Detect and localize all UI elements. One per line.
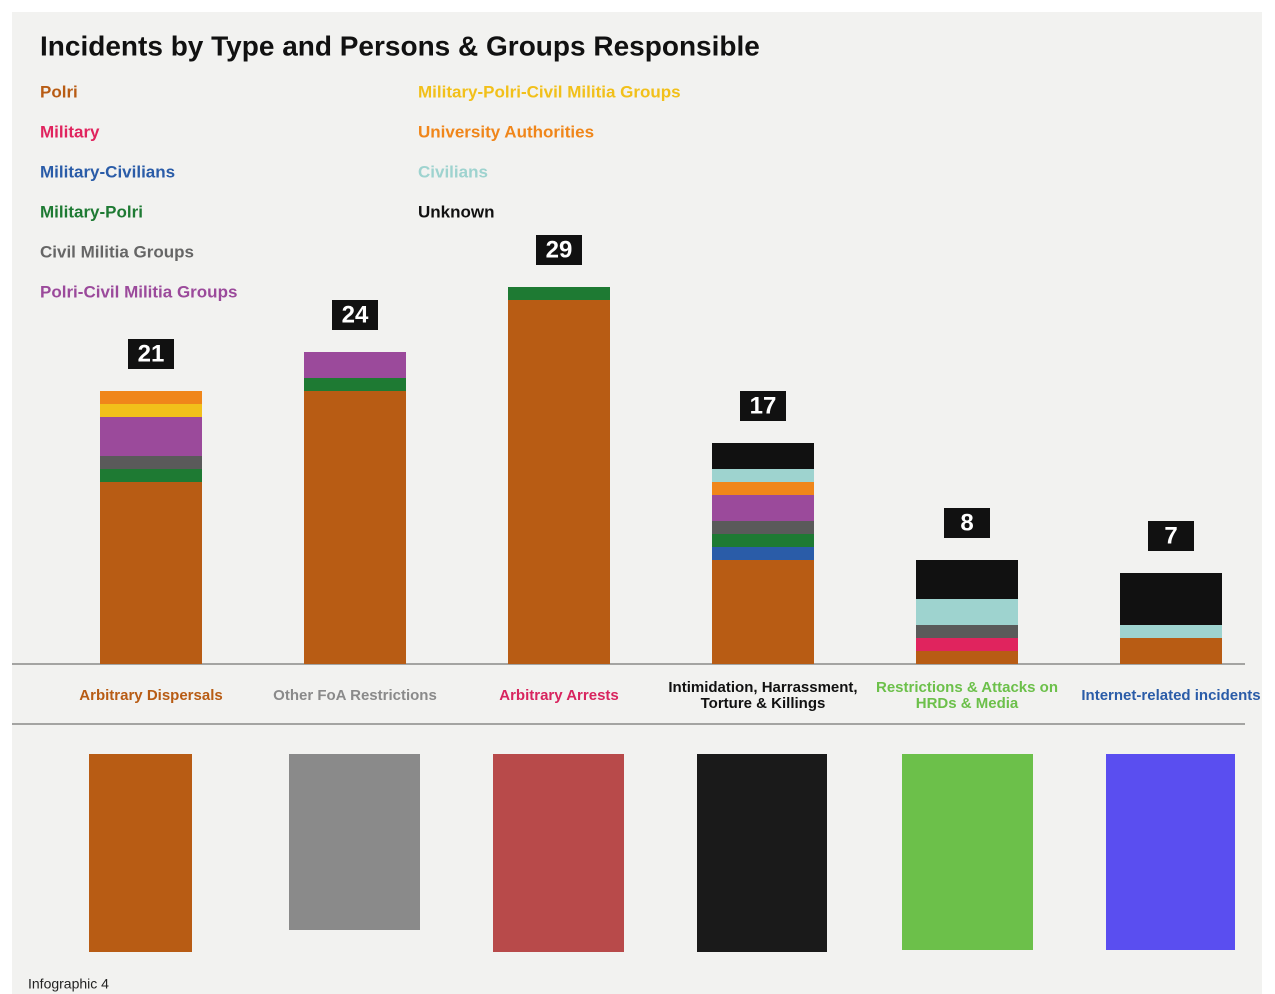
photo — [493, 754, 624, 952]
total-label: 7 — [1164, 522, 1177, 549]
bar-segment — [712, 534, 814, 547]
bar-segment — [1120, 638, 1222, 664]
bar-segment — [100, 456, 202, 469]
photo — [289, 754, 420, 930]
photo — [89, 754, 192, 952]
chart-title: Incidents by Type and Persons & Groups R… — [40, 30, 760, 61]
legend-entry: Military-Civilians — [40, 162, 175, 181]
total-label: 21 — [138, 340, 165, 367]
total-box — [740, 391, 786, 421]
bar-segment — [712, 469, 814, 482]
legend-entry: Military-Polri — [40, 202, 143, 221]
bar-segment — [508, 287, 610, 300]
bar-segment — [304, 352, 406, 378]
total-box — [536, 235, 582, 265]
bar-segment — [100, 404, 202, 417]
bar-segment — [712, 495, 814, 521]
bar-segment — [916, 560, 1018, 599]
category-label: Arbitrary Arrests — [499, 687, 619, 704]
bar-segment — [916, 599, 1018, 625]
total-box — [1148, 521, 1194, 551]
bar-segment — [712, 547, 814, 560]
bar-segment — [712, 482, 814, 495]
total-box — [332, 300, 378, 330]
photo — [902, 754, 1033, 950]
bar-segment — [100, 469, 202, 482]
bar-segment — [1120, 625, 1222, 638]
photos — [89, 754, 1235, 952]
total-label: 17 — [750, 392, 777, 419]
category-label: Restrictions & Attacks on HRDs & Media — [876, 679, 1058, 712]
total-label: 29 — [546, 236, 573, 263]
total-box — [944, 508, 990, 538]
total-label: 8 — [960, 509, 973, 536]
bar-segment — [100, 391, 202, 404]
legend-entry: Military — [40, 122, 100, 141]
bar-segment — [712, 443, 814, 469]
bar-segment — [916, 651, 1018, 664]
legend-entry: Civilians — [418, 162, 488, 181]
category-label: Arbitrary Dispersals — [79, 687, 223, 704]
bar-segment — [304, 391, 406, 664]
bar-segment — [304, 378, 406, 391]
bar-segment — [100, 417, 202, 456]
category-label: Intimidation, Harrassment, Torture & Kil… — [668, 679, 858, 712]
category-label: Other FoA Restrictions — [273, 687, 437, 704]
legend-entry: Unknown — [418, 202, 495, 221]
bar-segment — [100, 482, 202, 664]
legend-entry: Polri — [40, 82, 78, 101]
bar-segment — [712, 521, 814, 534]
bar-segment — [916, 638, 1018, 651]
background — [12, 12, 1262, 994]
category-label: Internet-related incidents — [1081, 687, 1261, 704]
legend-entry: Military-Polri-Civil Militia Groups — [418, 82, 681, 101]
total-box — [128, 339, 174, 369]
total-label: 24 — [342, 301, 369, 328]
legend-entry: Civil Militia Groups — [40, 242, 194, 261]
bar-segment — [1120, 573, 1222, 625]
legend-entry: University Authorities — [418, 122, 594, 141]
bar-segment — [508, 300, 610, 664]
photo — [697, 754, 827, 952]
legend-entry: Polri-Civil Militia Groups — [40, 282, 237, 301]
bar-segment — [916, 625, 1018, 638]
bar-segment — [712, 560, 814, 664]
photo — [1106, 754, 1235, 950]
caption: Infographic 4 — [28, 976, 109, 992]
